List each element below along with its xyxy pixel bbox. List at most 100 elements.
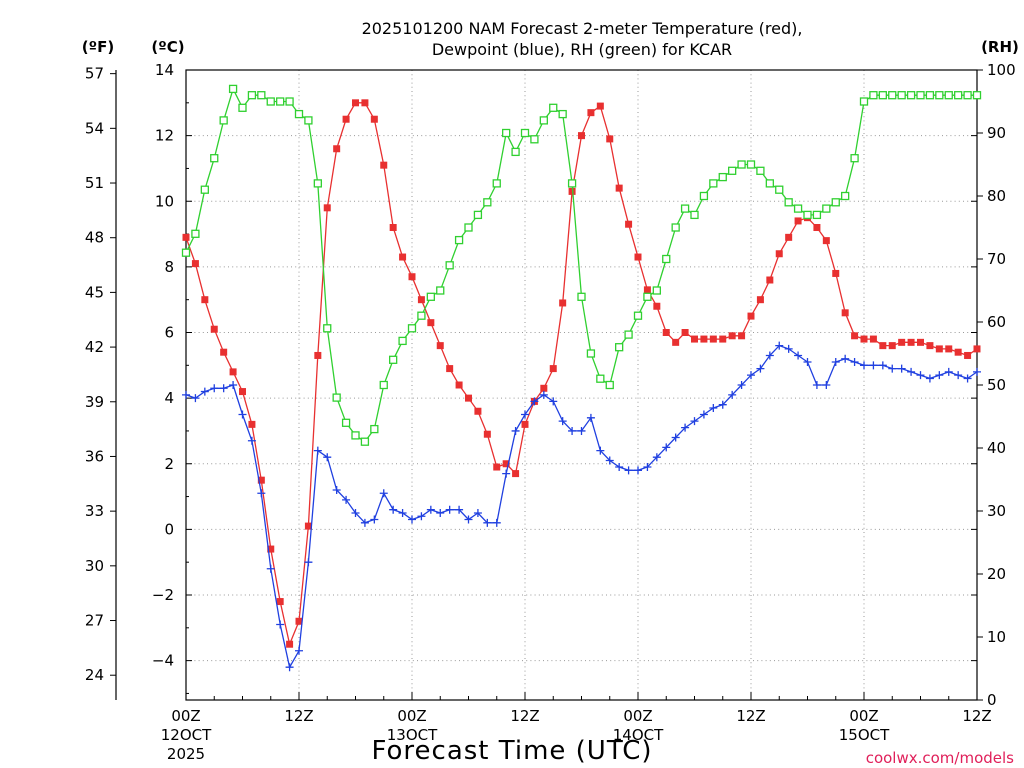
dewpoint-point: [860, 361, 868, 370]
rh-tick-label: 60: [987, 313, 1006, 331]
rh-point: [916, 91, 925, 100]
rh-point: [784, 198, 793, 207]
rh-point: [803, 210, 812, 220]
dewpoint-point: [483, 518, 492, 527]
dewpoint-point: [681, 423, 690, 432]
fahrenheit-tick-label: 51: [85, 174, 104, 192]
dewpoint-point: [586, 413, 595, 422]
temperature-point: [474, 407, 482, 415]
celsius-tick-label: −4: [152, 652, 174, 670]
dewpoint-point: [841, 354, 850, 363]
rh-point: [558, 109, 567, 119]
dewpoint-point: [916, 371, 925, 380]
temperature-point: [719, 335, 727, 343]
temperature-point: [879, 342, 887, 350]
rh-point: [379, 380, 388, 390]
dewpoint-point: [794, 351, 803, 360]
dewpoint-point: [888, 364, 897, 373]
temperature-point: [898, 338, 906, 346]
chart-title-line-1: 2025101200 NAM Forecast 2-meter Temperat…: [362, 19, 803, 38]
rh-point: [464, 223, 473, 232]
fahrenheit-tick-label: 24: [85, 666, 104, 684]
temperature-point: [747, 312, 755, 320]
dewpoint-point: [285, 663, 294, 672]
x-tick-label: 12Z: [736, 707, 765, 725]
temperature-point: [493, 463, 501, 471]
temperature-point: [559, 299, 567, 307]
temperature-point: [239, 388, 246, 396]
rh-point: [228, 84, 238, 94]
temperature-point: [304, 522, 312, 530]
x-tick-date: 13OCT: [387, 726, 438, 744]
temperature-point: [342, 115, 350, 123]
dewpoint-point: [747, 371, 755, 380]
temperature-point: [201, 296, 209, 304]
dewpoint-point: [737, 381, 746, 389]
celsius-tick-label: 2: [164, 455, 174, 473]
rh-point: [878, 91, 887, 100]
temperature-point: [286, 640, 294, 648]
celsius-tick-label: 0: [164, 520, 174, 538]
temperature-point: [945, 345, 953, 353]
temperature-point: [521, 420, 529, 428]
dewpoint-point: [690, 417, 699, 426]
temperature-point: [191, 260, 199, 268]
rh-point: [323, 324, 332, 333]
rh-point: [577, 292, 586, 301]
rh-point: [454, 235, 464, 245]
dewpoint-point: [605, 456, 614, 465]
rh-point: [850, 154, 859, 163]
dewpoint-point: [944, 367, 953, 376]
dewpoint-point: [351, 508, 360, 517]
celsius-tick-label: 6: [164, 324, 174, 342]
rh-point: [313, 179, 322, 188]
temperature-point: [935, 345, 943, 353]
celsius-tick-label: −2: [152, 586, 174, 604]
rh-point: [972, 91, 982, 100]
dewpoint-point: [756, 364, 765, 373]
temperature-point: [888, 342, 896, 350]
credit-text: coolwx.com/models: [866, 749, 1014, 767]
rh-point: [728, 166, 737, 175]
temperature-point: [794, 217, 802, 225]
temperature-point: [691, 335, 698, 343]
rh-point: [624, 330, 633, 339]
dewpoint-point: [634, 466, 642, 475]
dewpoint-point: [332, 486, 341, 494]
fahrenheit-tick-label: 42: [85, 338, 104, 356]
dewpoint-point: [718, 400, 727, 409]
temperature-point: [540, 384, 548, 392]
dewpoint-point: [530, 397, 539, 406]
fahrenheit-tick-label: 48: [85, 229, 104, 247]
fahrenheit-tick-label: 27: [85, 612, 104, 630]
x-tick-label: 12Z: [284, 707, 313, 725]
temperature-point: [738, 332, 746, 340]
temperature-point: [596, 102, 604, 110]
dewpoint-point: [492, 518, 501, 527]
x-tick-label: 00Z: [171, 707, 200, 725]
rh-point: [351, 431, 360, 440]
rh-point: [360, 437, 370, 446]
rh-point: [944, 91, 953, 100]
rh-point: [473, 210, 483, 220]
rh-point: [341, 418, 351, 427]
temperature-point: [615, 184, 623, 192]
dewpoint-point: [897, 364, 906, 373]
fahrenheit-tick-label: 54: [85, 119, 104, 137]
rh-point: [266, 97, 275, 106]
dewpoint-point: [765, 351, 774, 360]
x-tick-date: 12OCT: [161, 726, 212, 744]
temperature-point: [229, 368, 237, 376]
dewpoint-point: [182, 390, 190, 399]
rh-point: [690, 210, 699, 220]
rh-point: [511, 147, 520, 157]
temperature-point: [973, 345, 981, 353]
dewpoint-point: [963, 374, 972, 383]
x-tick-label: 12Z: [510, 707, 539, 725]
x-axis-title: Forecast Time (UTC): [371, 736, 652, 766]
temperature-point: [860, 335, 868, 343]
rh-point: [247, 91, 257, 100]
rh-tick-label: 40: [987, 439, 1006, 457]
temperature-point: [267, 545, 275, 553]
rh-point: [633, 311, 643, 320]
